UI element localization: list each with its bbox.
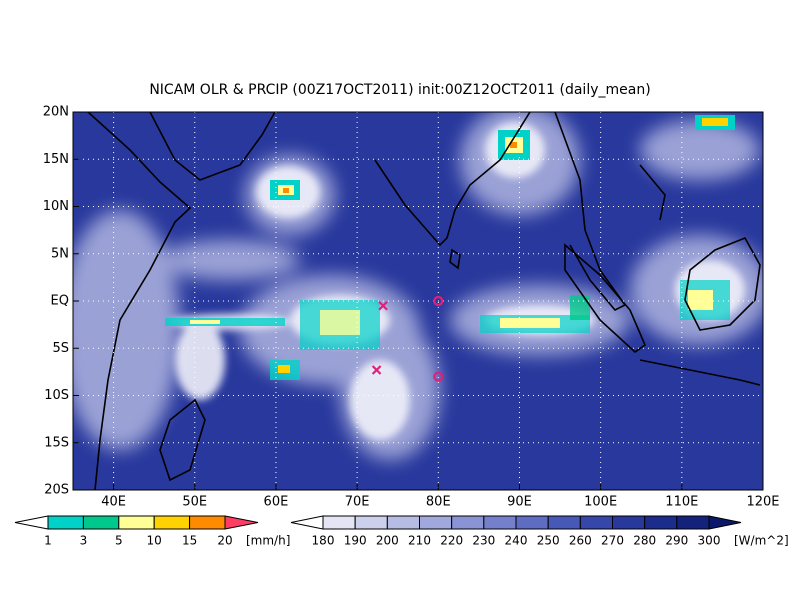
legend-label: 300: [698, 534, 721, 548]
legend-label: 1: [44, 534, 52, 548]
legend-label: 180: [312, 534, 335, 548]
legend-box: [579, 515, 613, 530]
legend-triangle: [708, 515, 742, 530]
legend-triangle: [224, 515, 259, 530]
legend-box: [419, 515, 453, 530]
x-tick-label: 70E: [345, 495, 370, 510]
legend-label: 290: [665, 534, 688, 548]
legend-box: [354, 515, 388, 530]
legend-label: 190: [344, 534, 367, 548]
legend-label: 230: [472, 534, 495, 548]
legend-unit: [W/m^2]: [734, 534, 789, 548]
legend-box: [189, 515, 226, 530]
marker-x: [371, 365, 382, 375]
map-field: [73, 112, 763, 490]
legend-label: 260: [569, 534, 592, 548]
legend-box: [153, 515, 191, 530]
x-tick-label: 80E: [426, 495, 451, 510]
legend-box: [612, 515, 646, 530]
y-tick-label: 15S: [44, 435, 69, 450]
marker-o: [433, 295, 444, 307]
legend-label: 250: [537, 534, 560, 548]
legend-box: [386, 515, 421, 530]
axes: 40E 50E 60E 70E 80E 90E 100E 110E 120E 20N 15N 10N 5…: [43, 105, 780, 510]
legend-label: 20: [217, 534, 232, 548]
title: NICAM OLR & PRCIP (00Z17OCT2011) init:00…: [149, 82, 650, 98]
legend-box: [47, 515, 84, 530]
legend-box: [118, 515, 155, 530]
markers: [371, 295, 444, 382]
legend-box: [483, 515, 517, 530]
legend-triangle: [14, 515, 49, 530]
legend-box: [676, 515, 710, 530]
y-tick-label: 20N: [43, 105, 69, 120]
x-tick-label: 110E: [665, 495, 698, 510]
marker-x: [378, 300, 388, 311]
y-tick-label: 20S: [44, 483, 69, 498]
y-tick-label: EQ: [51, 294, 69, 309]
y-tick-label: 5S: [52, 341, 69, 356]
precip-cells: [165, 115, 735, 380]
x-tick-label: 60E: [264, 495, 289, 510]
x-tick-label: 120E: [746, 495, 779, 510]
y-tick-label: 15N: [43, 152, 69, 167]
legend-box: [322, 515, 356, 530]
legend-label: 270: [601, 534, 624, 548]
y-tick-label: 5N: [51, 246, 69, 261]
legend-box: [547, 515, 581, 530]
legend-label: 240: [505, 534, 528, 548]
legend-label: 210: [408, 534, 431, 548]
legend-box: [82, 515, 120, 530]
x-tick-label: 50E: [182, 495, 207, 510]
x-tick-label: 100E: [584, 495, 617, 510]
legends: 1 3 5 10 15 20 [mm/h] 180 190 200 210 220 230 240 250 2…: [14, 515, 789, 548]
legend-box: [515, 515, 549, 530]
legend-box: [644, 515, 678, 530]
legend-label: 280: [633, 534, 656, 548]
y-tick-label: 10S: [44, 388, 69, 403]
legend-label: 15: [182, 534, 197, 548]
legend-label: 5: [115, 534, 123, 548]
y-tick-label: 10N: [43, 199, 69, 214]
coastlines: [87, 112, 761, 490]
grid: [73, 112, 763, 490]
legend-label: 200: [376, 534, 399, 548]
legend-unit: [mm/h]: [246, 534, 290, 548]
legend-label: 220: [440, 534, 463, 548]
legend-box: [451, 515, 485, 530]
legend-label: 10: [147, 534, 162, 548]
legend-triangle: [290, 515, 324, 530]
legend-label: 3: [80, 534, 88, 548]
marker-o: [433, 371, 444, 382]
x-tick-label: 40E: [101, 495, 126, 510]
x-tick-label: 90E: [507, 495, 532, 510]
